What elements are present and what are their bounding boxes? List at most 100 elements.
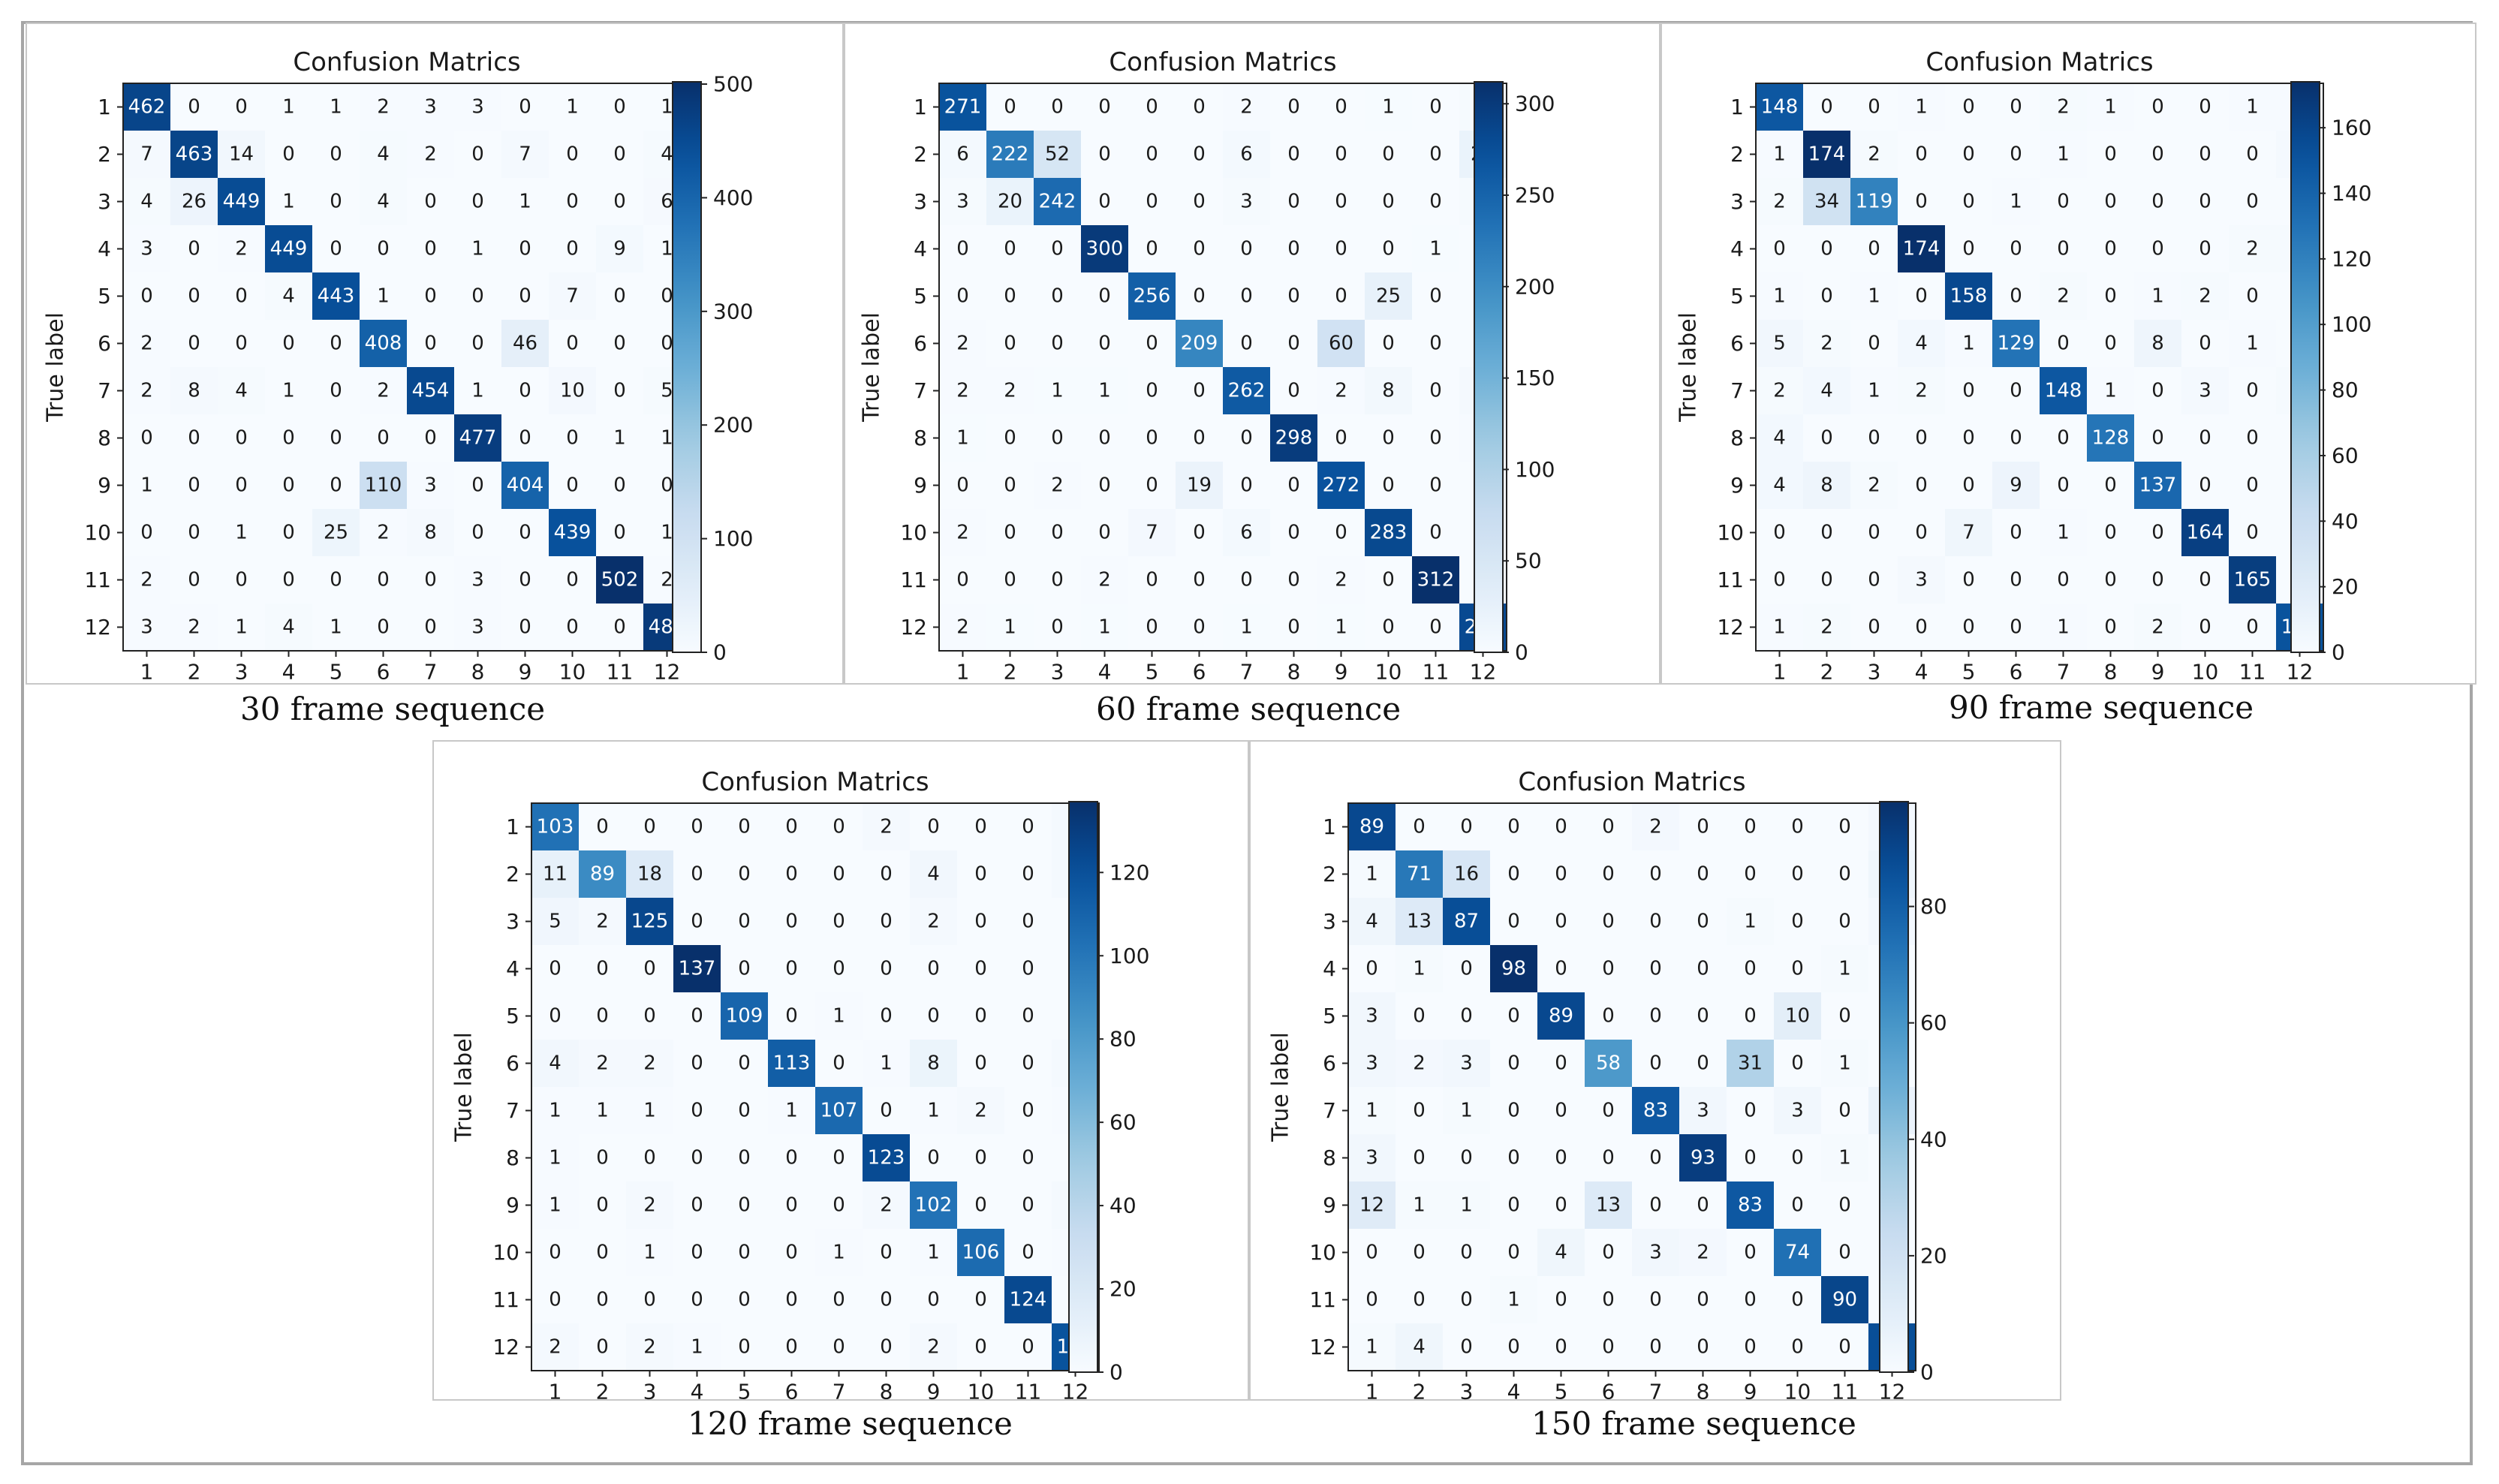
- cell-value: 1: [832, 1005, 845, 1028]
- cell-value: 125: [631, 911, 669, 933]
- matrix-cell: [1756, 604, 1804, 652]
- matrix-cell: [1412, 83, 1460, 131]
- cell-value: 0: [1051, 333, 1064, 355]
- matrix-cell: [1176, 556, 1224, 604]
- cell-value: 0: [596, 1242, 609, 1264]
- cell-value: 0: [424, 238, 437, 260]
- cell-value: 0: [1649, 1052, 1662, 1075]
- cell-value: 20: [998, 191, 1022, 213]
- matrix-cell: [454, 414, 502, 462]
- cell-value: 0: [956, 238, 969, 260]
- matrix-cell: [1632, 850, 1680, 899]
- matrix-cell: [939, 414, 987, 462]
- colorbar-tick-label: 0: [2332, 640, 2345, 665]
- cell-value: 0: [566, 333, 579, 355]
- matrix-cell: [1821, 1276, 1869, 1324]
- cell-value: 0: [566, 569, 579, 591]
- cell-value: 300: [1086, 238, 1124, 260]
- matrix-cell: [1774, 850, 1822, 899]
- cell-value: 463: [176, 143, 213, 166]
- matrix-cell: [312, 414, 360, 462]
- matrix-cell: [265, 556, 313, 604]
- matrix-cell: [1270, 320, 1318, 368]
- y-tick-label: 11: [900, 567, 927, 592]
- matrix-cell: [579, 1134, 627, 1182]
- matrix-cell: [768, 850, 816, 899]
- cell-value: 0: [1146, 96, 1158, 119]
- cell-value: 5: [1773, 333, 1786, 355]
- matrix-cell: [1945, 320, 1993, 368]
- cell-value: 1: [661, 522, 673, 544]
- cell-value: 0: [832, 911, 845, 933]
- matrix-cell: [1898, 604, 1946, 652]
- matrix-cell: [170, 272, 218, 321]
- cell-value: 502: [601, 569, 639, 591]
- cell-value: 0: [330, 569, 342, 591]
- matrix-cell: [673, 1181, 721, 1230]
- matrix-cell: [1270, 509, 1318, 557]
- matrix-cell: [596, 131, 644, 179]
- cell-value: 0: [2151, 380, 2164, 402]
- matrix-cell: [1396, 1087, 1444, 1135]
- cell-value: 0: [566, 616, 579, 639]
- cell-value: 0: [1051, 285, 1064, 308]
- matrix-cell: [1803, 272, 1851, 321]
- cell-value: 0: [1004, 569, 1016, 591]
- matrix-cell: [218, 225, 266, 273]
- matrix-cell: [721, 1229, 769, 1277]
- matrix-cell: [501, 272, 549, 321]
- matrix-cell: [265, 414, 313, 462]
- matrix-cell: [1821, 1087, 1869, 1135]
- matrix-cell: [1081, 604, 1129, 652]
- matrix-cell: [1898, 462, 1946, 510]
- cell-value: 0: [974, 911, 987, 933]
- cell-value: 0: [1193, 143, 1206, 166]
- matrix-cell: [768, 992, 816, 1040]
- cell-value: 0: [1022, 816, 1034, 838]
- cell-value: 0: [1146, 191, 1158, 213]
- cell-value: 1: [613, 427, 626, 450]
- matrix-cell: [579, 1087, 627, 1135]
- matrix-cell: [170, 367, 218, 415]
- matrix-cell: [2040, 367, 2088, 415]
- cell-value: 0: [1146, 333, 1158, 355]
- cell-value: 2: [1240, 96, 1253, 119]
- matrix-cell: [863, 945, 911, 993]
- cell-value: 1: [2057, 522, 2070, 544]
- cell-value: 1: [643, 1100, 656, 1122]
- matrix-cell: [957, 1040, 1005, 1088]
- matrix-cell: [1034, 509, 1082, 557]
- matrix-cell: [957, 1134, 1005, 1182]
- matrix-cell: [1679, 945, 1727, 993]
- caption-60: 60 frame sequence: [1096, 691, 1402, 727]
- y-tick-label: 4: [1730, 236, 1744, 261]
- cell-value: 1: [1429, 238, 1442, 260]
- matrix-cell: [531, 850, 580, 899]
- cell-value: 0: [2199, 616, 2211, 639]
- cell-value: 0: [1004, 285, 1016, 308]
- cell-value: 0: [1022, 1194, 1034, 1217]
- matrix-cell: [957, 803, 1005, 851]
- matrix-cell: [1270, 462, 1318, 510]
- cell-value: 0: [956, 569, 969, 591]
- cell-value: 0: [596, 1005, 609, 1028]
- cell-value: 0: [1555, 863, 1567, 886]
- matrix-cell: [1585, 1276, 1633, 1324]
- cell-value: 1: [1240, 616, 1253, 639]
- cell-value: 0: [1146, 238, 1158, 260]
- cell-value: 3: [471, 569, 484, 591]
- matrix-cell: [2229, 320, 2277, 368]
- cell-value: 0: [1413, 1005, 1426, 1028]
- matrix-cell: [2229, 367, 2277, 415]
- matrix-cell: [531, 898, 580, 946]
- cell-value: 0: [1868, 522, 1880, 544]
- matrix-cell: [939, 225, 987, 273]
- cell-value: 2: [188, 616, 200, 639]
- matrix-cell: [1443, 1229, 1491, 1277]
- matrix-cell: [1412, 225, 1460, 273]
- matrix-cell: [1992, 509, 2040, 557]
- matrix-cell: [1898, 83, 1946, 131]
- colorbar: [672, 81, 702, 653]
- matrix-cell: [1490, 850, 1538, 899]
- cell-value: 0: [330, 380, 342, 402]
